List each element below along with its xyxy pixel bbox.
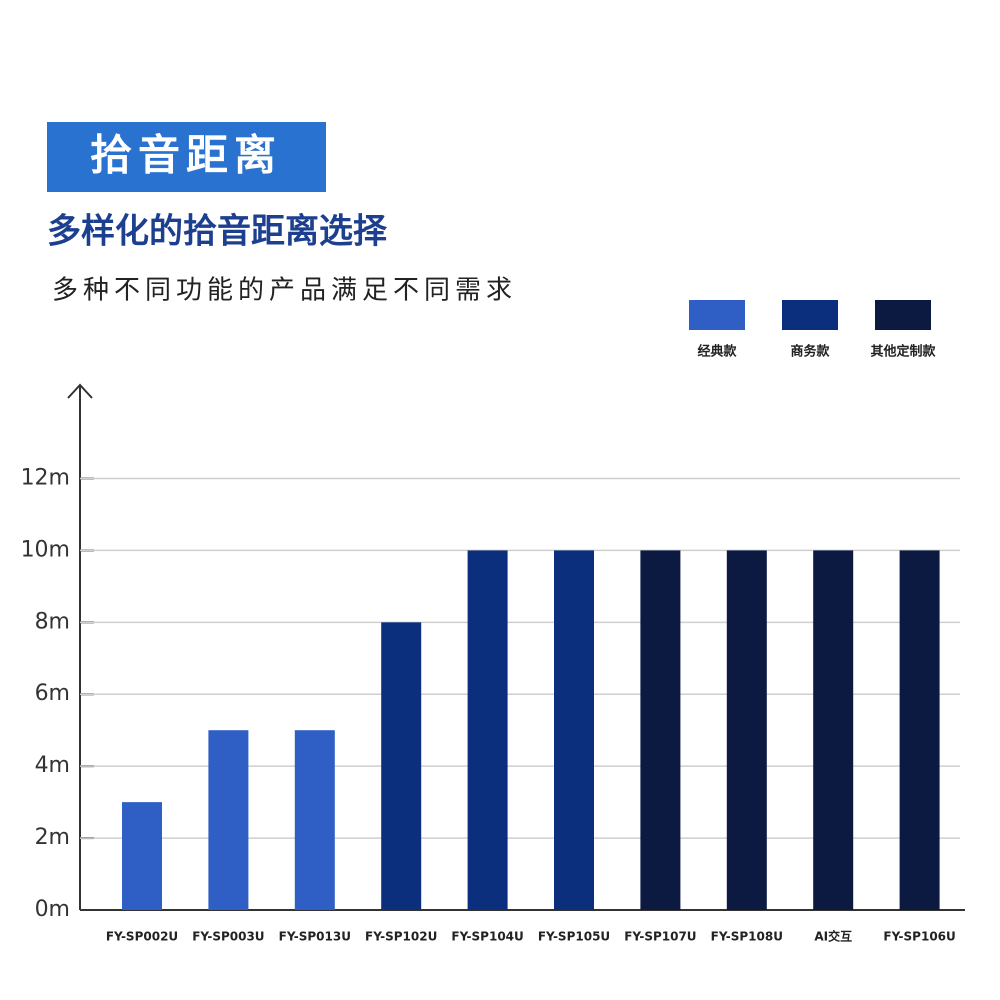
- x-tick-label: AI交互: [814, 929, 852, 944]
- y-tick-label: 2m: [35, 825, 70, 850]
- x-tick-label: FY-SP102U: [365, 930, 437, 944]
- y-tick-label: 8m: [35, 609, 70, 634]
- x-tick-label: FY-SP106U: [883, 930, 955, 944]
- title-box: [47, 122, 326, 192]
- x-tick-label: FY-SP013U: [279, 930, 351, 944]
- legend-label: 经典款: [697, 344, 737, 360]
- legend-swatch: [689, 300, 745, 330]
- bar: [122, 802, 162, 910]
- bar: [899, 550, 940, 910]
- chart-title: 拾音距离: [90, 131, 282, 180]
- legend-swatch: [782, 300, 838, 330]
- x-tick-label: FY-SP002U: [106, 930, 178, 944]
- bar: [294, 730, 335, 910]
- subtitle: 多样化的拾音距离选择: [47, 212, 388, 252]
- y-tick-label: 6m: [35, 681, 70, 706]
- bar: [554, 550, 594, 910]
- y-tick-label: 4m: [35, 753, 70, 778]
- x-tick-label: FY-SP108U: [711, 930, 783, 944]
- bar: [640, 550, 681, 910]
- y-tick-label: 0m: [35, 897, 70, 922]
- y-tick-label: 10m: [21, 537, 70, 562]
- x-tick-label: FY-SP105U: [538, 930, 610, 944]
- x-tick-label: FY-SP104U: [451, 930, 523, 944]
- legend-label: 其他定制款: [870, 344, 936, 360]
- bar: [381, 622, 422, 910]
- description: 多种不同功能的产品满足不同需求: [52, 276, 517, 306]
- x-tick-label: FY-SP003U: [192, 930, 264, 944]
- bar: [208, 730, 249, 910]
- bar: [813, 550, 854, 910]
- bar: [467, 550, 508, 910]
- y-tick-label: 12m: [21, 465, 70, 490]
- legend-label: 商务款: [790, 344, 830, 360]
- bar: [726, 550, 767, 910]
- y-axis-arrow: [67, 383, 93, 399]
- legend-swatch: [875, 300, 931, 330]
- x-tick-label: FY-SP107U: [624, 930, 696, 944]
